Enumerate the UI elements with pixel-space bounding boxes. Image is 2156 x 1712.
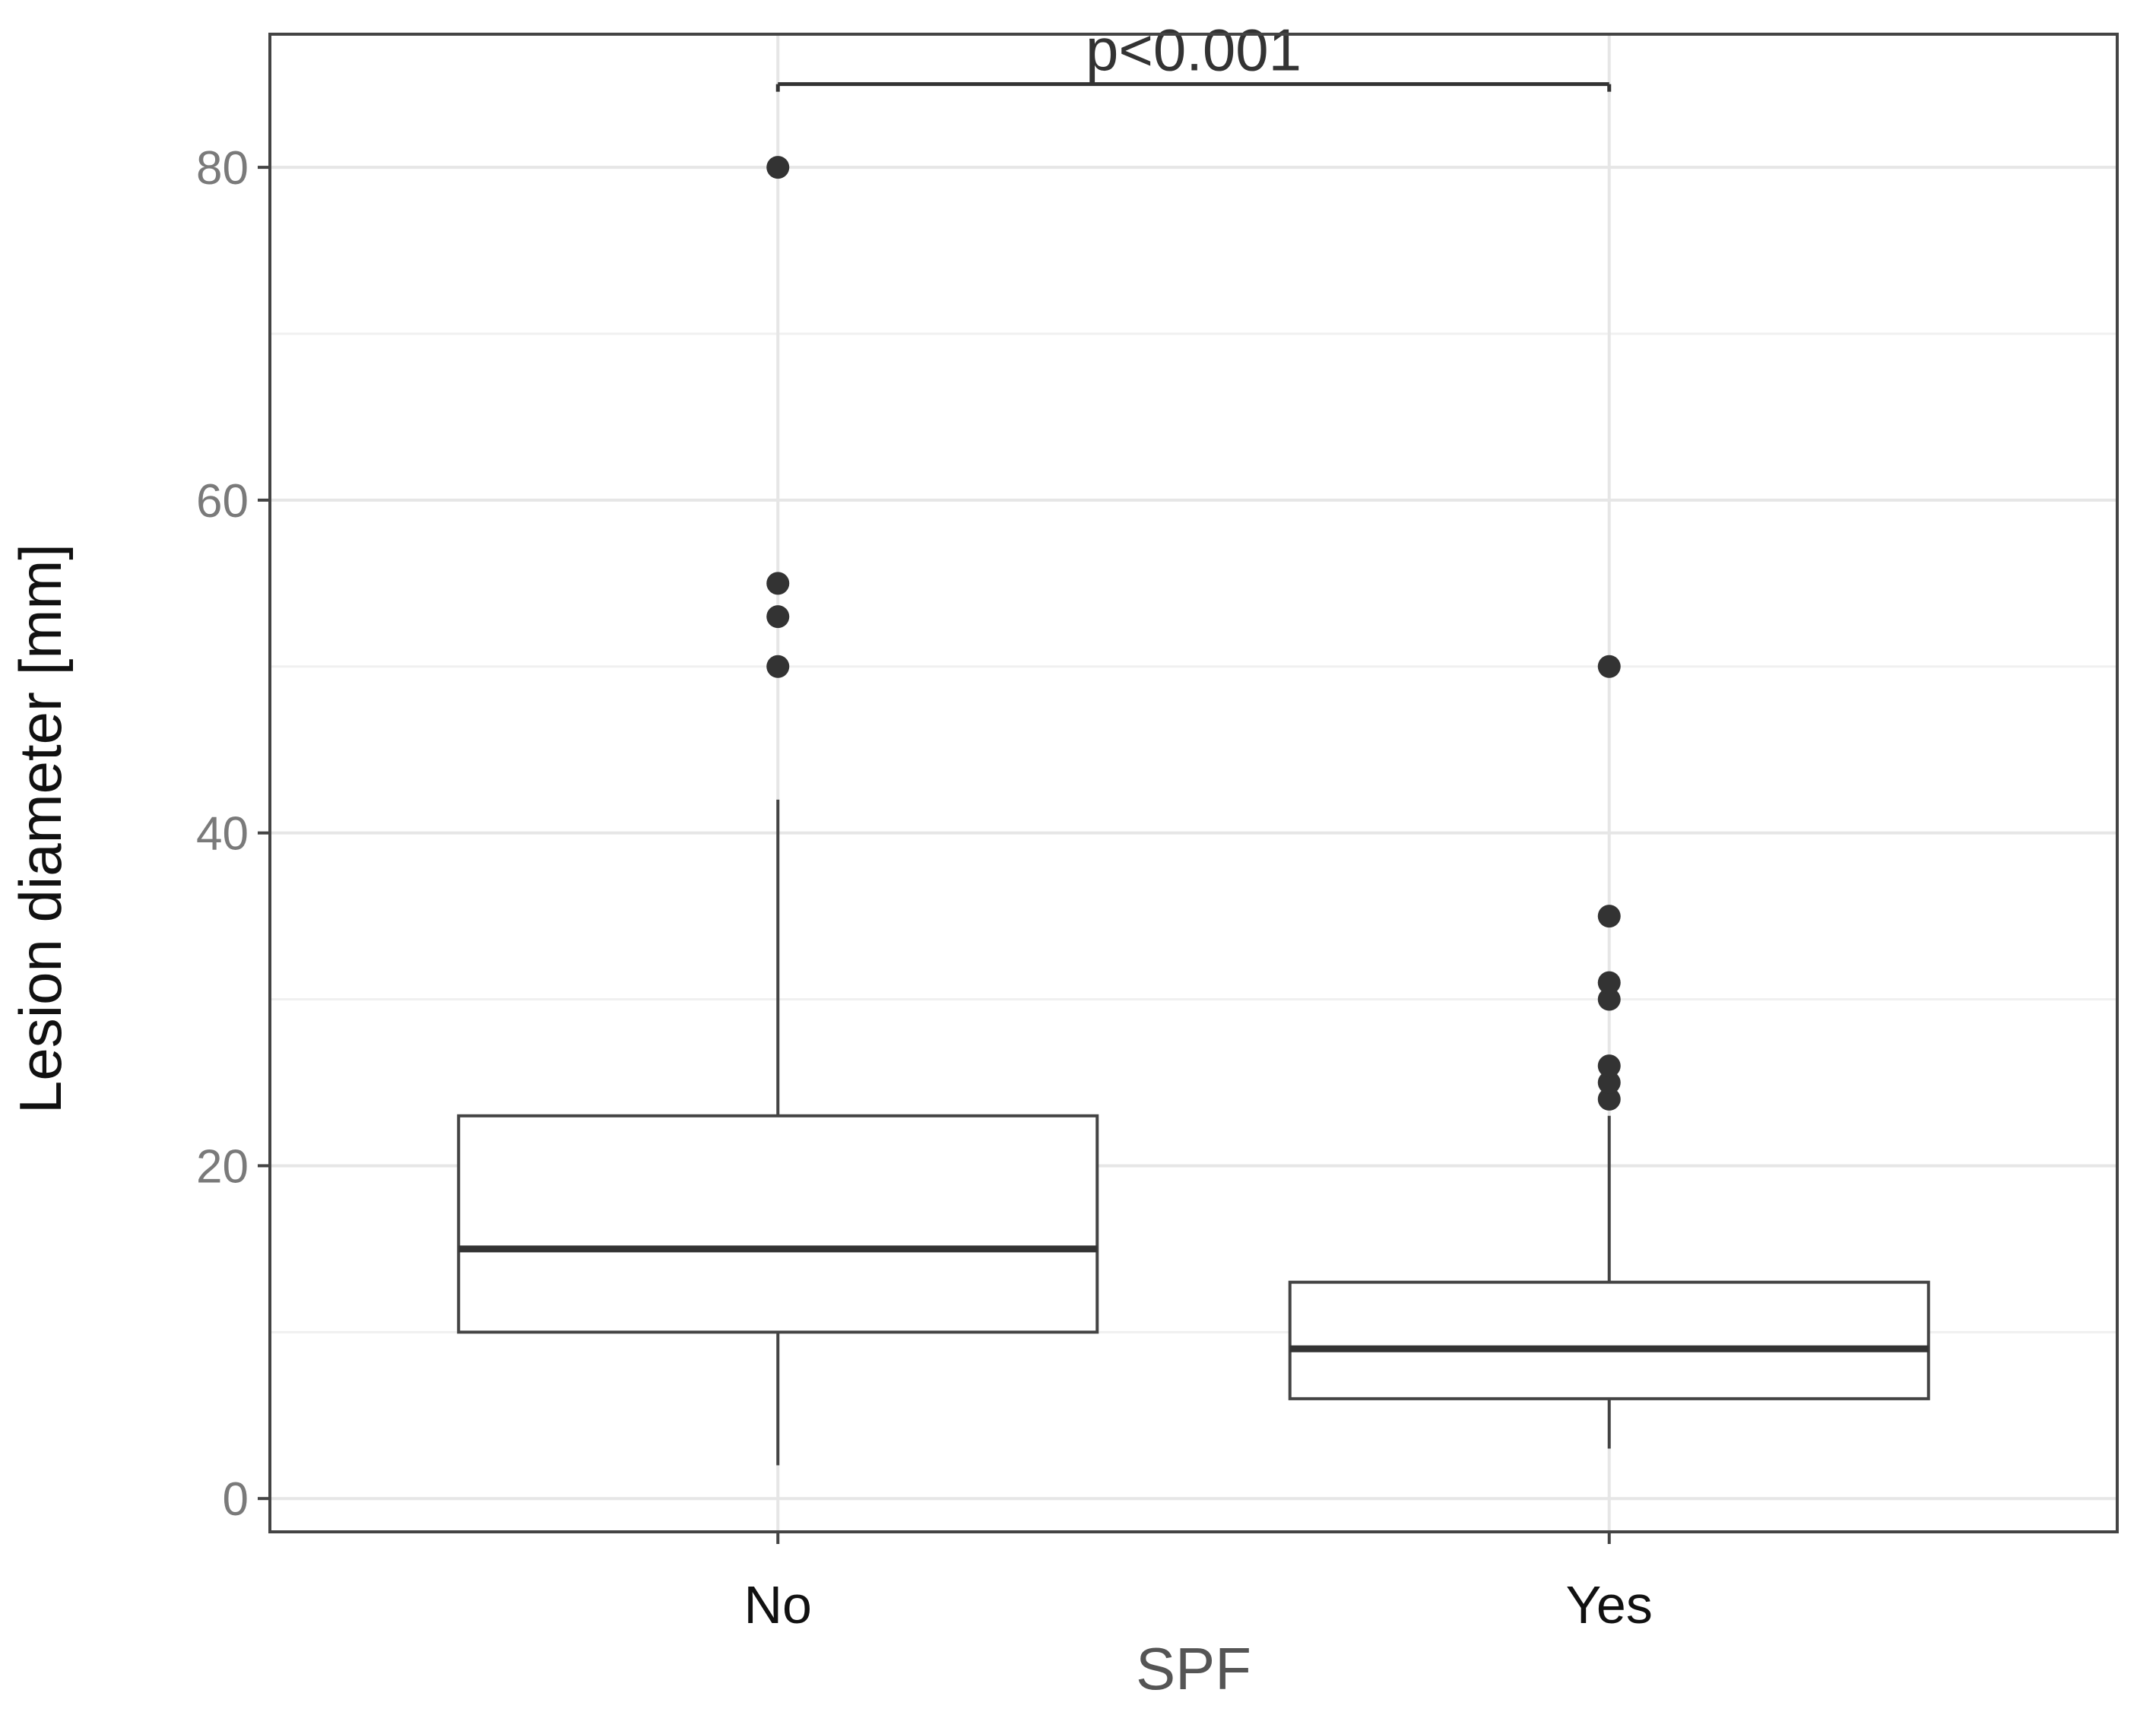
axes: 0 20 40 60 80 No Yes: [196, 142, 1653, 1634]
y-tick-label: 60: [196, 475, 249, 528]
x-tick-label: No: [744, 1575, 812, 1634]
outlier-point: [1597, 1071, 1621, 1094]
x-axis-title: SPF: [1136, 1635, 1251, 1702]
y-tick-label: 80: [196, 142, 249, 195]
box-iqr: [457, 1114, 1099, 1334]
x-tick-label: Yes: [1566, 1575, 1653, 1634]
y-tick-label: 40: [196, 808, 249, 861]
outlier-point: [1597, 655, 1621, 678]
box-yes: [1288, 655, 1930, 1449]
boxes: [457, 156, 1930, 1466]
annotations: p<0.001: [775, 17, 1612, 92]
box-no: [457, 156, 1099, 1466]
outlier-point: [766, 156, 790, 179]
outlier-point: [1597, 1054, 1621, 1078]
y-tick-label: 0: [223, 1473, 249, 1526]
outlier-point: [766, 605, 790, 629]
outlier-point: [1597, 988, 1621, 1011]
outlier-point: [1597, 1087, 1621, 1111]
plot-panel-border: [268, 33, 2119, 1533]
outlier-point: [766, 655, 790, 678]
box-iqr: [1288, 1280, 1930, 1400]
outlier-point: [766, 572, 790, 595]
significance-label: p<0.001: [1086, 17, 1302, 84]
y-axis-title: Lesion diameter [mm]: [7, 544, 74, 1114]
y-tick-label: 20: [196, 1140, 249, 1193]
outlier-point: [1597, 971, 1621, 994]
outlier-point: [1597, 905, 1621, 928]
